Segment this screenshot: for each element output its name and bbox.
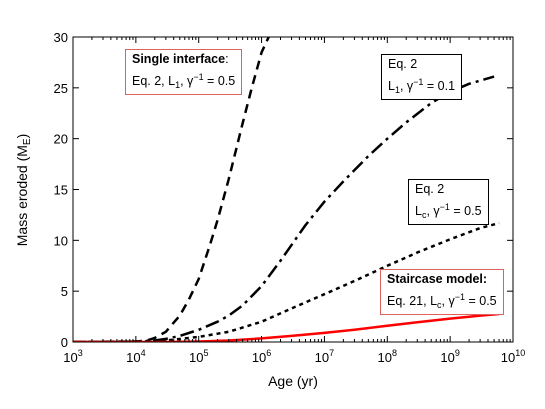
staircase-sub: c bbox=[437, 300, 442, 310]
annotation-staircase: Staircase model: Eq. 21, Lc, γ−1 = 0.5 bbox=[380, 269, 504, 315]
x-tick-label: 105 bbox=[189, 348, 208, 365]
y-tick-label: 25 bbox=[54, 81, 68, 96]
staircase-gamma: , γ bbox=[441, 294, 455, 308]
x-tick-label: 1010 bbox=[501, 348, 525, 365]
eq2-lc-gamma: , γ bbox=[426, 204, 440, 218]
annotation-eq2-lc: Eq. 2 Lc, γ−1 = 0.5 bbox=[408, 179, 489, 225]
y-axis-label-sub: E bbox=[22, 138, 33, 145]
single-interface-gamma: , γ bbox=[180, 74, 194, 88]
series-staircase bbox=[73, 312, 500, 342]
single-interface-sub: 1 bbox=[175, 80, 181, 90]
single-interface-eq: Eq. 2, L bbox=[132, 74, 176, 88]
y-axis-label: Mass eroded (ME) bbox=[14, 134, 33, 247]
eq2-l1-gamma: , γ bbox=[399, 79, 414, 93]
y-tick-label: 30 bbox=[54, 30, 68, 45]
eq2-l1-title: Eq. 2 bbox=[388, 57, 418, 71]
eq2-lc-title: Eq. 2 bbox=[415, 182, 445, 196]
annotation-single-interface: Single interface: Eq. 2, L1, γ−1 = 0.5 bbox=[125, 49, 243, 95]
x-tick-label: 109 bbox=[440, 348, 459, 365]
series-eq2_L1 bbox=[73, 75, 495, 342]
staircase-value: = 0.5 bbox=[465, 294, 497, 308]
eq2-l1-sub: 1 bbox=[394, 85, 400, 95]
staircase-sup: −1 bbox=[454, 292, 466, 302]
y-tick-label: 10 bbox=[54, 233, 68, 248]
y-axis-label-close: ) bbox=[14, 134, 30, 139]
y-tick-label: 0 bbox=[61, 335, 68, 350]
series-single_interface bbox=[73, 37, 270, 342]
eq2-lc-value: = 0.5 bbox=[449, 204, 482, 218]
single-interface-value: = 0.5 bbox=[203, 74, 236, 88]
staircase-title: Staircase model: bbox=[387, 272, 488, 286]
x-tick-label: 103 bbox=[63, 348, 82, 365]
single-interface-sup: −1 bbox=[193, 72, 204, 82]
x-axis-label: Age (yr) bbox=[268, 373, 318, 389]
eq2-lc-sub: c bbox=[421, 210, 427, 220]
y-axis-label-main: Mass eroded (M bbox=[14, 145, 30, 246]
staircase-eq: Eq. 21, L bbox=[387, 294, 438, 308]
annotation-eq2-l1: Eq. 2 L1, γ−1 = 0.1 bbox=[381, 54, 463, 100]
x-tick-label: 104 bbox=[126, 348, 145, 365]
eq2-l1-L: L bbox=[388, 79, 395, 93]
eq2-l1-sup: −1 bbox=[413, 77, 424, 87]
x-tick-label: 106 bbox=[252, 348, 271, 365]
y-tick-label: 15 bbox=[54, 183, 68, 198]
eq2-lc-sup: −1 bbox=[439, 202, 450, 212]
single-interface-colon: : bbox=[225, 52, 229, 66]
y-tick-label: 5 bbox=[61, 284, 68, 299]
eq2-lc-L: L bbox=[415, 204, 422, 218]
single-interface-title: Single interface bbox=[132, 52, 226, 66]
eq2-l1-value: = 0.1 bbox=[423, 79, 456, 93]
y-tick-label: 20 bbox=[54, 132, 68, 147]
ticks-layer: 103 104 105 106 107 108 109 1010 0 5 10 15 20 25 30 bbox=[54, 30, 526, 365]
series-eq2_Lc bbox=[73, 221, 500, 342]
x-tick-label: 107 bbox=[315, 348, 334, 365]
x-tick-label: 108 bbox=[378, 348, 397, 365]
